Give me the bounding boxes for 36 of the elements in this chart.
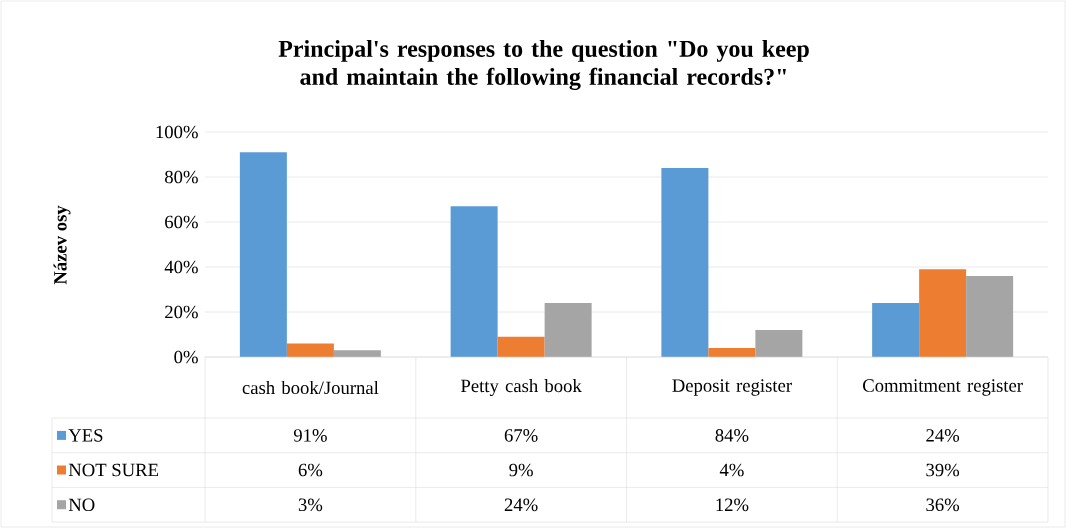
legend-label: NOT SURE bbox=[68, 463, 159, 477]
y-tick-label: 40% bbox=[164, 260, 198, 274]
bar bbox=[450, 206, 498, 358]
legend-label: YES bbox=[68, 429, 103, 442]
y-tick-label: 100% bbox=[156, 125, 198, 139]
y-axis-title: Název osy bbox=[53, 205, 71, 285]
data-label: 12% bbox=[716, 498, 749, 512]
data-label: 24% bbox=[926, 429, 960, 442]
bar bbox=[872, 303, 920, 358]
data-label: 67% bbox=[504, 429, 538, 442]
y-tick-label: 20% bbox=[165, 305, 198, 319]
bar bbox=[544, 303, 592, 358]
bar bbox=[497, 336, 545, 358]
data-label: 36% bbox=[926, 498, 960, 512]
bar bbox=[919, 269, 967, 358]
data-label: 6% bbox=[298, 463, 323, 477]
data-label: 3% bbox=[298, 498, 323, 512]
x-tick-label: Commitment register bbox=[863, 379, 1023, 396]
x-tick-label: Petty cash book bbox=[460, 379, 582, 396]
data-label: 24% bbox=[504, 498, 538, 512]
data-label: 91% bbox=[293, 429, 327, 442]
bar bbox=[755, 330, 803, 358]
y-tick-label: 60% bbox=[165, 215, 198, 229]
bar bbox=[239, 152, 287, 358]
bar bbox=[966, 276, 1014, 358]
x-tick-label: cash book/Journal bbox=[242, 380, 379, 395]
y-tick-label: 80% bbox=[165, 170, 198, 184]
data-label: 39% bbox=[926, 463, 960, 477]
data-label: 84% bbox=[715, 429, 749, 442]
y-tick-label: 0% bbox=[174, 350, 198, 364]
chart-title: Principal's responses to the question "Do you keep and maintain the following financial records?" bbox=[278, 40, 809, 90]
data-label: 9% bbox=[509, 463, 533, 477]
legend-label: NO bbox=[68, 498, 95, 512]
data-label: 4% bbox=[719, 463, 744, 477]
x-tick-label: Deposit register bbox=[672, 379, 792, 396]
bar bbox=[661, 168, 709, 358]
